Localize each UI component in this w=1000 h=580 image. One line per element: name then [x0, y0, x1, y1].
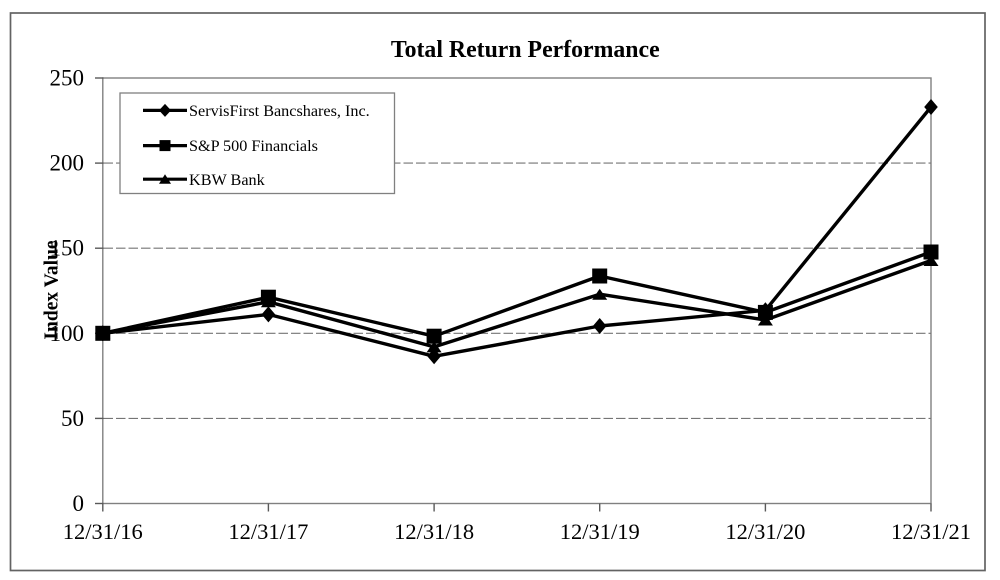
svg-text:12/31/21: 12/31/21 — [891, 519, 971, 544]
svg-text:100: 100 — [50, 321, 85, 346]
svg-text:150: 150 — [50, 236, 85, 261]
svg-text:12/31/16: 12/31/16 — [63, 519, 143, 544]
svg-text:12/31/18: 12/31/18 — [394, 519, 474, 544]
svg-text:200: 200 — [50, 151, 85, 176]
svg-text:250: 250 — [50, 66, 85, 91]
svg-text:KBW Bank: KBW Bank — [189, 171, 266, 189]
svg-text:12/31/19: 12/31/19 — [560, 519, 640, 544]
svg-text:Total Return Performance: Total Return Performance — [391, 37, 660, 63]
svg-text:Index Value: Index Value — [42, 240, 63, 340]
svg-text:12/31/17: 12/31/17 — [228, 519, 308, 544]
svg-text:50: 50 — [61, 406, 84, 431]
svg-text:ServisFirst Bancshares, Inc.: ServisFirst Bancshares, Inc. — [189, 102, 370, 120]
svg-text:S&P 500 Financials: S&P 500 Financials — [189, 137, 318, 155]
svg-text:0: 0 — [73, 491, 85, 516]
svg-text:12/31/20: 12/31/20 — [725, 519, 805, 544]
